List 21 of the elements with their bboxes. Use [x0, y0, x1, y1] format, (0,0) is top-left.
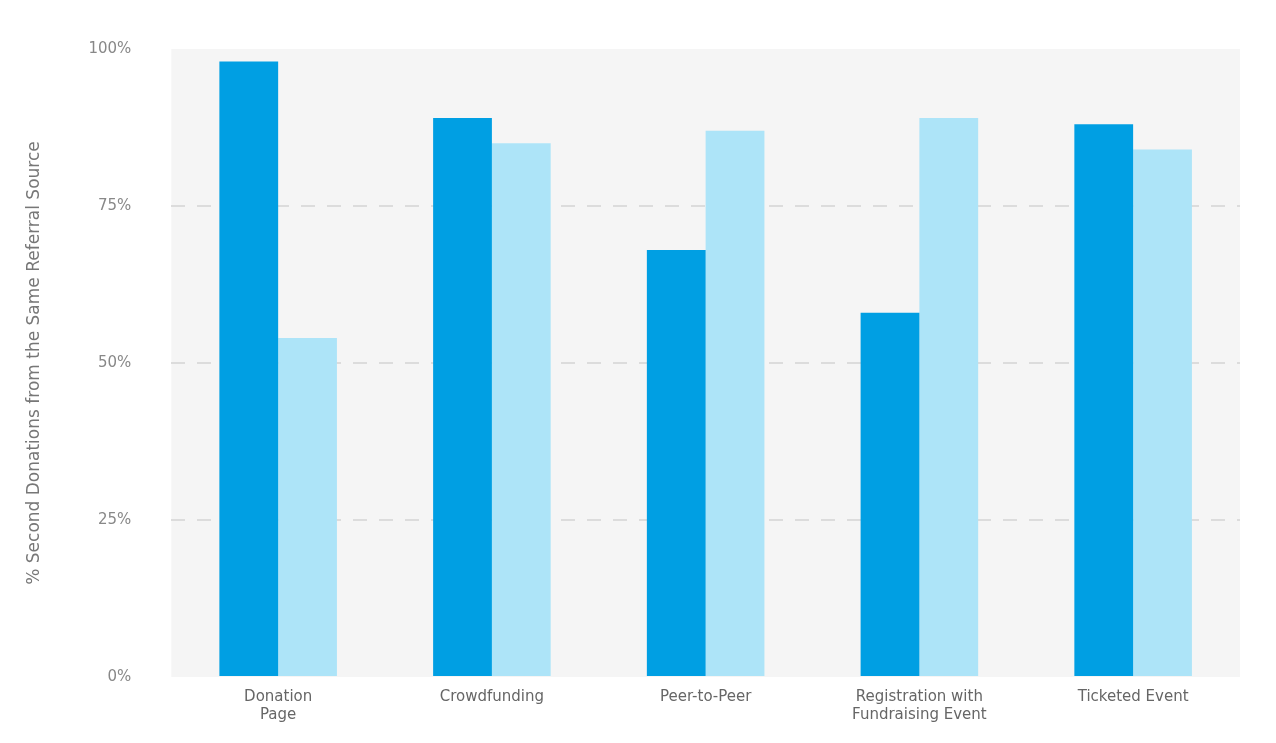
bar	[919, 118, 979, 676]
x-tick-label: Crowdfunding	[439, 686, 545, 705]
y-tick-label: 0%	[107, 666, 132, 685]
x-tick-label: Ticketed Event	[1076, 686, 1189, 705]
bar	[491, 143, 551, 676]
y-tick-label: 25%	[97, 509, 132, 528]
y-tick-label: 50%	[97, 352, 132, 371]
y-tick-label: 100%	[88, 38, 132, 57]
bar	[705, 130, 765, 676]
y-tick-label: 75%	[97, 195, 132, 214]
x-tick-label: Donation Page	[244, 686, 313, 723]
x-tick-label: Registration with Fundraising Event	[852, 686, 987, 723]
x-tick-label: Peer-to-Peer	[659, 686, 753, 705]
bar	[219, 61, 279, 676]
bar	[1133, 149, 1192, 676]
bar	[278, 337, 337, 676]
bar	[646, 249, 706, 676]
bar	[1074, 124, 1134, 676]
bar	[433, 118, 492, 676]
bar	[860, 312, 920, 676]
y-axis-title: % Second Donations from the Same Referral Source	[22, 141, 43, 585]
